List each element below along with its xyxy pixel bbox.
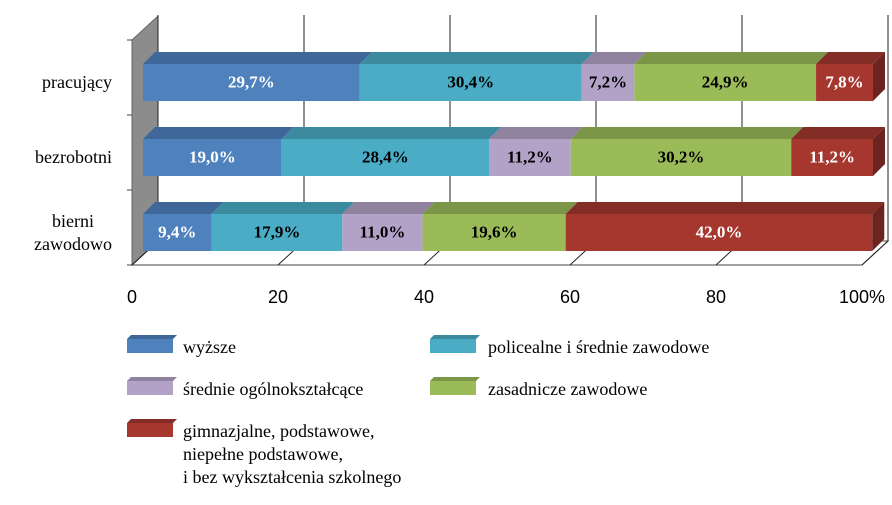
value-label: 9,4% — [158, 222, 196, 241]
value-label: 19,0% — [189, 147, 236, 166]
legend-swatch-top — [430, 335, 480, 339]
bar — [359, 64, 582, 101]
legend-swatch-top — [127, 335, 177, 339]
legend-swatch-top — [127, 377, 177, 381]
bar-top — [489, 127, 583, 139]
bar-top — [281, 127, 502, 139]
legend-label: wyższe — [183, 337, 236, 357]
legend-swatch-top — [430, 377, 480, 381]
value-label: 42,0% — [696, 222, 743, 241]
x-tick-label: 100% — [839, 287, 885, 307]
legend-swatch — [430, 381, 476, 395]
bar-top — [634, 52, 829, 64]
bar — [634, 64, 817, 101]
bar — [143, 139, 282, 176]
bar — [422, 214, 566, 251]
bar — [489, 139, 571, 176]
grid-line — [861, 15, 889, 266]
bar-top — [570, 127, 804, 139]
value-label: 30,2% — [658, 147, 705, 166]
value-label: 24,9% — [702, 72, 749, 91]
bar-top — [143, 127, 294, 139]
bar — [342, 214, 423, 251]
bar — [211, 214, 343, 251]
value-label: 7,8% — [825, 72, 863, 91]
x-tick-label: 20 — [268, 287, 288, 307]
bar-side — [873, 52, 885, 101]
x-tick-label: 0 — [127, 287, 137, 307]
legend-label: zasadnicze zawodowe — [488, 379, 648, 399]
value-label: 29,7% — [228, 72, 275, 91]
value-label: 17,9% — [254, 222, 301, 241]
category-label: bierni zawodowo — [34, 210, 112, 254]
legend-label: średnie ogólnokształcące — [183, 379, 364, 399]
bar-top — [791, 127, 885, 139]
value-label: 11,2% — [507, 147, 553, 166]
legend-swatch — [127, 423, 173, 437]
x-tick-label: 80 — [706, 287, 726, 307]
legend-swatch — [127, 339, 173, 353]
bar-top — [565, 202, 885, 214]
value-label: 28,4% — [362, 147, 409, 166]
value-label: 19,6% — [471, 222, 518, 241]
bar — [581, 64, 635, 101]
x-tick-label: 60 — [560, 287, 580, 307]
legend-swatch — [127, 381, 173, 395]
value-label: 30,4% — [447, 72, 494, 91]
bar-top — [359, 52, 594, 64]
bar-top — [342, 202, 435, 214]
bar — [143, 214, 212, 251]
bar-side — [872, 202, 885, 251]
bar-top — [211, 202, 355, 214]
bar — [791, 139, 873, 176]
value-label: 7,2% — [589, 72, 627, 91]
bar-side — [873, 127, 885, 176]
legend-label: policealne i średnie zawodowe — [488, 337, 710, 357]
bar — [281, 139, 490, 176]
bar-top — [581, 52, 647, 64]
category-label: pracujący — [42, 72, 112, 92]
bar — [143, 64, 360, 101]
value-label: 11,2% — [809, 147, 855, 166]
bar — [570, 139, 792, 176]
bar — [816, 64, 873, 101]
bar-top — [816, 52, 885, 64]
legend-swatch-top — [127, 419, 177, 423]
category-label: bezrobotni — [35, 147, 112, 167]
legend-swatch — [430, 339, 476, 353]
bar-top — [143, 52, 372, 64]
bar-top — [143, 202, 224, 214]
legend-label: gimnazjalne, podstawowe, niepełne podsta… — [183, 421, 402, 487]
bar-top — [422, 202, 578, 214]
value-label: 11,0% — [360, 222, 406, 241]
x-tick-label: 40 — [414, 287, 434, 307]
bar — [565, 214, 873, 251]
